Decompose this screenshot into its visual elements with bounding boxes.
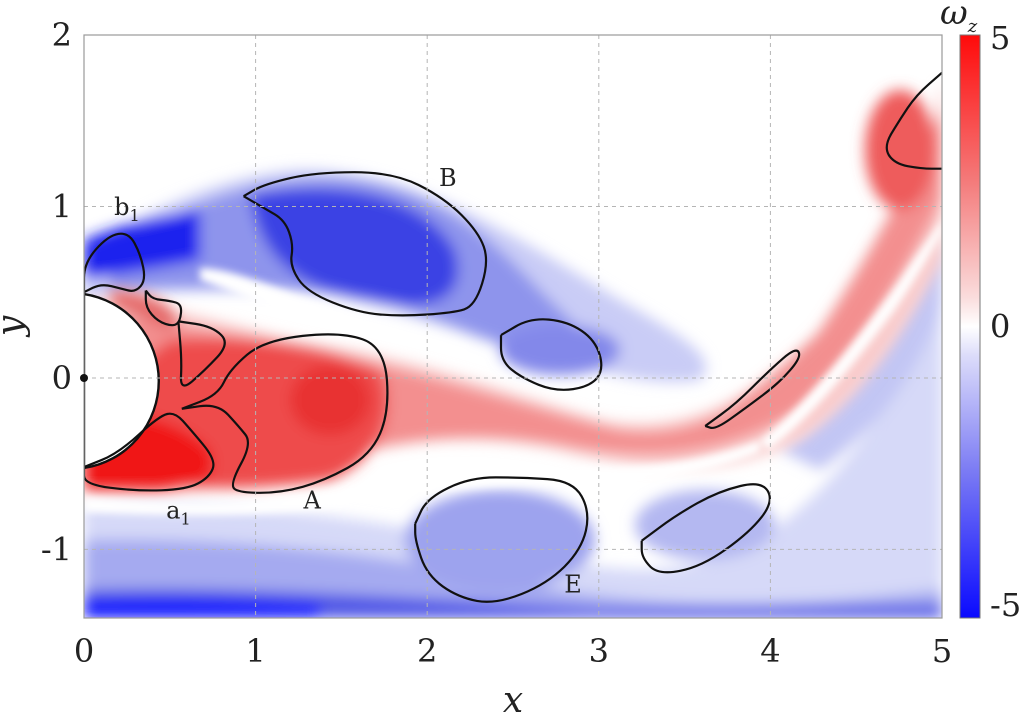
contour-d — [177, 320, 226, 387]
contour-B — [243, 171, 488, 317]
annotation-text: a — [166, 497, 180, 525]
annotation-text: E — [564, 570, 582, 598]
colorbar-label: ωz — [940, 0, 978, 37]
colorbar: -5 0 5 ωz — [940, 0, 1021, 624]
x-tick-label: 0 — [74, 632, 94, 670]
contour-a1 — [84, 412, 215, 492]
x-tick-label: 2 — [417, 632, 437, 670]
x-tick-label: 3 — [589, 632, 609, 670]
vortex-contours — [84, 71, 942, 603]
contour-g — [640, 483, 771, 574]
annotation-b1: b1 — [114, 193, 140, 225]
y-axis-label: y — [0, 315, 31, 338]
colorbar-label-subscript: z — [967, 16, 978, 37]
y-tick-label: -1 — [41, 530, 72, 568]
annotation-text: b — [114, 193, 129, 221]
contour-h — [885, 71, 942, 170]
plot-grid — [84, 35, 942, 618]
cylinder-center-marker — [80, 374, 88, 382]
y-tick-labels: -1 0 1 2 — [41, 16, 72, 568]
colorbar-gradient — [959, 34, 981, 619]
annotation-B: B — [439, 164, 457, 192]
colorbar-tick-label: 0 — [990, 308, 1010, 346]
x-tick-label: 1 — [245, 632, 265, 670]
contour-A — [181, 333, 389, 494]
y-tick-label: 0 — [52, 359, 72, 397]
colorbar-ticks: -5 0 5 — [990, 19, 1021, 624]
colorbar-tick-label: -5 — [990, 586, 1021, 624]
vorticity-field — [84, 35, 942, 618]
x-tick-label: 5 — [932, 632, 952, 670]
colorbar-tick-label: 5 — [990, 19, 1010, 57]
annotation-A: A — [303, 486, 322, 514]
plot-frame — [83, 34, 943, 619]
contour-c — [144, 289, 183, 327]
x-axis-label: x — [503, 680, 523, 718]
contour-b1 — [84, 232, 146, 294]
annotation-E: E — [564, 570, 582, 598]
annotation-text: A — [303, 486, 322, 514]
colorbar-label-main: ω — [940, 0, 968, 33]
x-tick-labels: 0 1 2 3 4 5 — [74, 632, 952, 670]
annotation-a1: a1 — [166, 497, 191, 529]
y-tick-label: 1 — [52, 187, 72, 225]
contour-e — [499, 318, 603, 391]
contour-f — [704, 349, 801, 430]
annotation-subscript: 1 — [180, 510, 190, 529]
y-tick-label: 2 — [52, 16, 72, 54]
contour-E — [414, 476, 589, 603]
annotation-text: B — [439, 164, 457, 192]
annotation-subscript: 1 — [129, 206, 139, 225]
x-tick-label: 4 — [760, 632, 780, 670]
